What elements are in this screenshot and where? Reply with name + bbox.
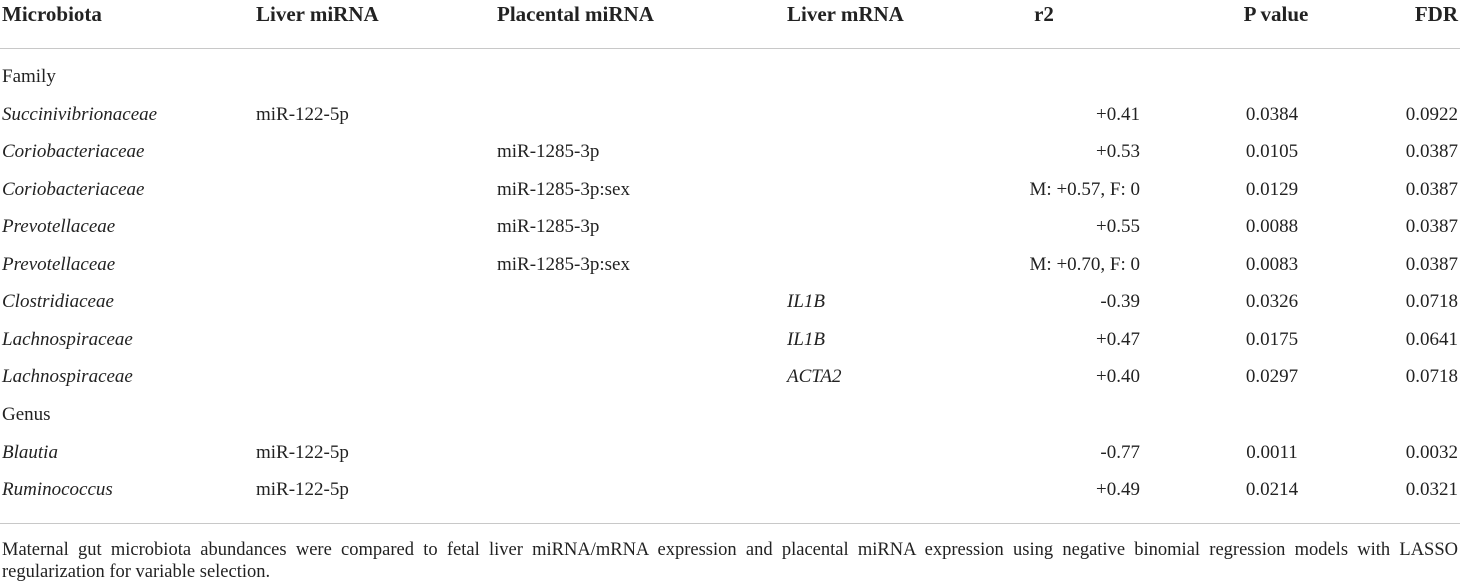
table-cell: miR-122-5p bbox=[256, 479, 349, 501]
table-cell: 0.0387 bbox=[1405, 178, 1458, 200]
table-cell: 0.0387 bbox=[1405, 253, 1458, 275]
table-cell: IL1B bbox=[787, 328, 825, 350]
table-cell: miR-1285-3p bbox=[497, 141, 600, 163]
table-cell: miR-1285-3p:sex bbox=[497, 178, 630, 200]
table-cell: 0.0297 bbox=[1245, 366, 1299, 388]
section-label: Genus bbox=[2, 403, 51, 425]
table-cell: +0.55 bbox=[1096, 216, 1140, 238]
table-cell: M: +0.70, F: 0 bbox=[1029, 253, 1140, 275]
column-header: r2 bbox=[1034, 2, 1054, 26]
table-cell: 0.0032 bbox=[1405, 441, 1458, 463]
table-cell: 0.0011 bbox=[1246, 441, 1298, 463]
table-cell: miR-122-5p bbox=[256, 441, 349, 463]
column-header: P value bbox=[1243, 2, 1309, 26]
table-cell: +0.41 bbox=[1096, 103, 1140, 125]
table-cell: Prevotellaceae bbox=[2, 216, 116, 238]
table-cell: Lachnospiraceae bbox=[2, 366, 133, 388]
table-cell: Prevotellaceae bbox=[2, 253, 116, 275]
table-cell: 0.0387 bbox=[1405, 216, 1458, 238]
table-cell: 0.0384 bbox=[1245, 103, 1299, 125]
table-cell: 0.0718 bbox=[1405, 291, 1458, 313]
table-cell: +0.47 bbox=[1096, 328, 1140, 350]
table-cell: Blautia bbox=[2, 441, 58, 463]
table-cell: 0.0175 bbox=[1245, 328, 1299, 350]
table-cell: 0.0641 bbox=[1405, 328, 1458, 350]
column-header: Placental miRNA bbox=[497, 2, 654, 26]
table-cell: +0.40 bbox=[1096, 366, 1140, 388]
table-cell: miR-1285-3p:sex bbox=[497, 253, 630, 275]
table-cell: +0.53 bbox=[1096, 141, 1140, 163]
table-cell: -0.39 bbox=[1100, 291, 1140, 313]
table-cell: Succinivibrionaceae bbox=[2, 103, 158, 125]
table-cell: 0.0922 bbox=[1405, 103, 1458, 125]
table-cell: 0.0321 bbox=[1405, 479, 1458, 501]
header-rule bbox=[0, 48, 1460, 49]
table-cell: 0.0083 bbox=[1245, 253, 1299, 275]
table-cell: 0.0129 bbox=[1245, 178, 1299, 200]
table-cell: Coriobacteriaceae bbox=[2, 141, 145, 163]
footnote: Maternal gut microbiota abundances were … bbox=[2, 540, 1458, 582]
table-cell: miR-1285-3p bbox=[497, 216, 600, 238]
bottom-rule bbox=[0, 523, 1460, 524]
column-header: Liver miRNA bbox=[256, 2, 379, 26]
column-header: Liver mRNA bbox=[787, 2, 904, 26]
table-cell: ACTA2 bbox=[787, 366, 842, 388]
table-cell: -0.77 bbox=[1100, 441, 1140, 463]
table-cell: miR-122-5p bbox=[256, 103, 349, 125]
table-cell: IL1B bbox=[787, 291, 825, 313]
section-label: Family bbox=[2, 66, 56, 87]
table-cell: 0.0718 bbox=[1405, 366, 1458, 388]
table-cell: 0.0387 bbox=[1405, 141, 1458, 163]
table-cell: Ruminococcus bbox=[2, 479, 113, 501]
table-cell: 0.0326 bbox=[1245, 291, 1299, 313]
table-cell: Coriobacteriaceae bbox=[2, 178, 145, 200]
column-header: FDR bbox=[1414, 2, 1458, 26]
table-cell: Lachnospiraceae bbox=[2, 328, 133, 350]
table-cell: 0.0088 bbox=[1245, 216, 1299, 238]
table-cell: Clostridiaceae bbox=[2, 291, 114, 313]
table-cell: 0.0214 bbox=[1245, 479, 1299, 501]
table-cell: M: +0.57, F: 0 bbox=[1029, 178, 1140, 200]
table-cell: +0.49 bbox=[1096, 479, 1140, 501]
table-cell: 0.0105 bbox=[1245, 141, 1299, 163]
column-header: Microbiota bbox=[2, 2, 102, 26]
